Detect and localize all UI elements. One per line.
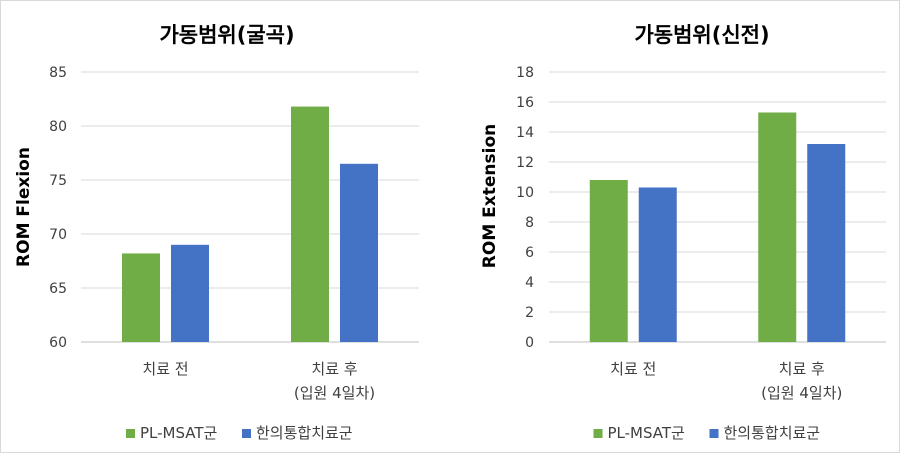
bar-pl-msat-1 [291, 106, 329, 342]
legend-label: PL-MSAT군 [608, 424, 686, 442]
y-axis-label: ROM Flexion [14, 147, 34, 267]
bar-pl-msat-1 [758, 112, 797, 342]
x-category-label: (입원 4일차) [761, 384, 842, 402]
y-tick-label: 60 [49, 335, 67, 351]
chart-flexion: 가동범위(굴곡) 60 65 70 75 80 85 ROM Flexion 치료 전 치료 후 (… [1, 1, 450, 452]
y-tick-label: 80 [49, 119, 67, 135]
x-category-label: 치료 전 [610, 360, 656, 378]
y-tick-label: 4 [525, 275, 534, 291]
chart-title: 가동범위(굴곡) [159, 23, 294, 47]
x-category-label: 치료 전 [142, 360, 188, 378]
y-tick-label: 2 [525, 305, 534, 321]
legend-swatch-integrative [709, 429, 719, 438]
y-tick-label: 8 [525, 215, 534, 231]
y-tick-label: 65 [49, 281, 67, 297]
x-category-label: 치료 후 [779, 360, 825, 378]
chart-flexion-svg: 가동범위(굴곡) 60 65 70 75 80 85 ROM Flexion 치료 전 치료 후 (… [14, 23, 419, 442]
y-tick-label: 6 [525, 245, 534, 261]
bar-integrative-1 [340, 163, 378, 342]
legend-swatch-integrative [242, 429, 251, 438]
y-axis-label: ROM Extension [480, 124, 500, 268]
y-tick-label: 85 [49, 65, 67, 81]
legend-label: 한의통합치료군 [256, 424, 353, 442]
y-tick-label: 70 [49, 227, 67, 243]
y-tick-label: 18 [516, 65, 534, 81]
y-tick-label: 12 [516, 155, 534, 171]
legend: PL-MSAT군 한의통합치료군 [593, 424, 821, 442]
bar-integrative-1 [807, 144, 846, 342]
chart-extension-svg: 가동범위(신전) 0 2 4 6 8 10 12 14 16 18 ROM Extension 치료 전… [480, 23, 886, 442]
bar-pl-msat-0 [122, 253, 160, 342]
bar-integrative-0 [171, 244, 209, 342]
legend-label: 한의통합치료군 [724, 424, 821, 442]
y-tick-label: 10 [516, 185, 534, 201]
chart-extension: 가동범위(신전) 0 2 4 6 8 10 12 14 16 18 ROM Extension 치료 전… [450, 1, 899, 452]
y-tick-label: 16 [516, 95, 534, 111]
chart-title: 가동범위(신전) [634, 23, 769, 47]
y-tick-label: 75 [49, 173, 67, 189]
legend-swatch-pl-msat [593, 429, 603, 438]
legend-swatch-pl-msat [126, 429, 135, 438]
legend: PL-MSAT군 한의통합치료군 [126, 424, 353, 442]
y-tick-label: 0 [525, 335, 534, 351]
y-tick-label: 14 [516, 125, 534, 141]
x-category-label: 치료 후 [311, 360, 357, 378]
bar-pl-msat-0 [589, 180, 628, 342]
x-category-label: (입원 4일차) [294, 384, 375, 402]
bar-integrative-0 [638, 187, 677, 342]
legend-label: PL-MSAT군 [140, 424, 218, 442]
